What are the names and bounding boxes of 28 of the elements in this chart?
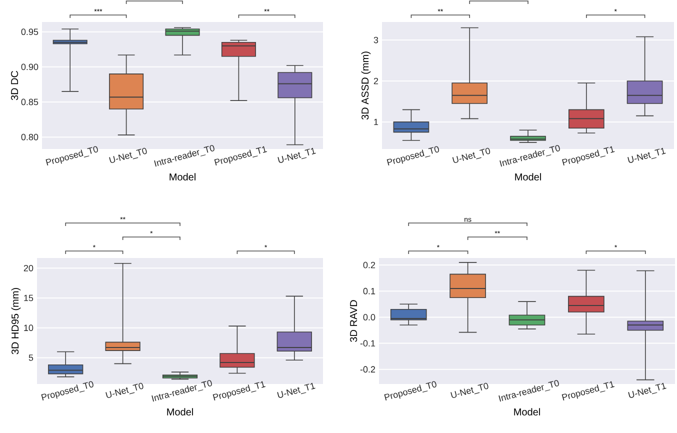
- y-axis-title: 3D HD95 (mm): [11, 288, 21, 354]
- y-tick-label: 2: [374, 78, 378, 84]
- y-tick-label: -0.1: [360, 340, 376, 346]
- y-tick-label: 15: [24, 294, 34, 302]
- y-tick-label: 10: [24, 324, 34, 332]
- y-tick-label: 0.0: [363, 314, 376, 320]
- x-tick-label: U-Net_T1: [628, 382, 666, 398]
- y-tick-label: 0.90: [21, 64, 38, 70]
- x-axis-title: Model: [167, 408, 193, 416]
- y-tick-label: 1: [374, 118, 378, 126]
- y-tick-label: 0.2: [363, 262, 376, 268]
- x-axis-title: Model: [514, 408, 540, 416]
- x-tick-label: U-Net_T1: [628, 148, 666, 163]
- y-tick-label: 0.80: [21, 134, 38, 140]
- y-tick-label: 3: [374, 36, 378, 44]
- y-tick-label: 20: [24, 264, 34, 272]
- x-tick-label: U-Net_T1: [277, 382, 316, 398]
- y-tick-label: 5: [28, 354, 34, 361]
- y-tick-label: 0.1: [363, 288, 376, 294]
- x-tick-label: U-Net_T1: [278, 148, 316, 163]
- y-axis-title: 3D DC: [11, 70, 18, 100]
- y-tick-label: 0.85: [21, 98, 38, 106]
- x-axis-title: Model: [170, 173, 196, 180]
- x-axis-title: Model: [515, 173, 541, 180]
- y-tick-label: -0.2: [360, 366, 376, 373]
- y-axis-title: 3D ASSD (mm): [361, 52, 371, 120]
- y-tick-label: 0.95: [21, 28, 38, 36]
- y-axis-title: 3D RAVD: [350, 300, 358, 342]
